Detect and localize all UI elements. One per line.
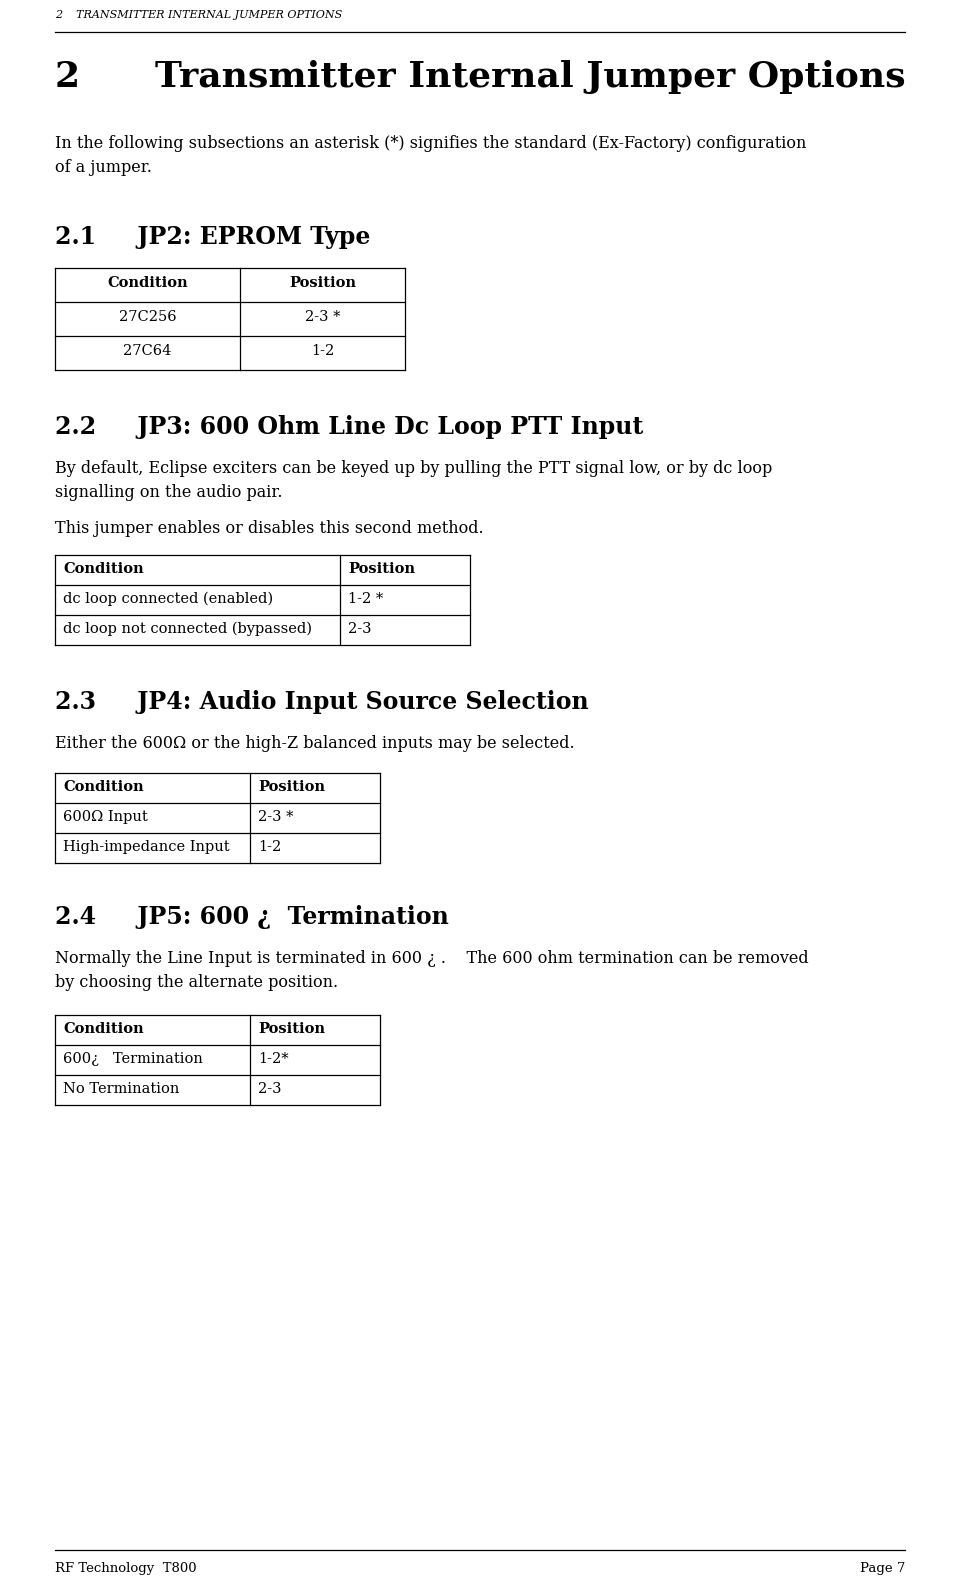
Text: No Termination: No Termination (63, 1082, 180, 1097)
Text: 2.3     JP4: Audio Input Source Selection: 2.3 JP4: Audio Input Source Selection (55, 690, 588, 714)
Text: 2-3: 2-3 (258, 1082, 281, 1097)
Text: Either the 600Ω or the high-Z balanced inputs may be selected.: Either the 600Ω or the high-Z balanced i… (55, 735, 575, 752)
Text: Position: Position (258, 781, 325, 795)
Text: Position: Position (289, 276, 356, 291)
Text: Transmitter Internal Jumper Options: Transmitter Internal Jumper Options (155, 60, 905, 93)
Text: 2-3 *: 2-3 * (304, 310, 340, 324)
Text: In the following subsections an asterisk (*) signifies the standard (Ex-Factory): In the following subsections an asterisk… (55, 134, 806, 175)
Text: 1-2: 1-2 (258, 841, 281, 855)
Text: 2.2     JP3: 600 Ohm Line Dc Loop PTT Input: 2.2 JP3: 600 Ohm Line Dc Loop PTT Input (55, 416, 643, 439)
Text: RF Technology  T800: RF Technology T800 (55, 1563, 197, 1575)
Text: 600Ω Input: 600Ω Input (63, 811, 148, 825)
Text: High-impedance Input: High-impedance Input (63, 841, 229, 855)
Text: This jumper enables or disables this second method.: This jumper enables or disables this sec… (55, 520, 484, 537)
Text: Condition: Condition (108, 276, 188, 291)
Text: Normally the Line Input is terminated in 600 ¿ .    The 600 ohm termination can : Normally the Line Input is terminated in… (55, 950, 808, 991)
Text: By default, Eclipse exciters can be keyed up by pulling the PTT signal low, or b: By default, Eclipse exciters can be keye… (55, 460, 772, 501)
Text: Page 7: Page 7 (859, 1563, 905, 1575)
Text: 2: 2 (55, 60, 80, 93)
Text: Position: Position (258, 1022, 325, 1036)
Text: 27C256: 27C256 (119, 310, 177, 324)
Text: 600¿   Termination: 600¿ Termination (63, 1052, 203, 1066)
Text: 1-2: 1-2 (311, 344, 334, 359)
Text: 2.1     JP2: EPROM Type: 2.1 JP2: EPROM Type (55, 224, 371, 250)
Text: 27C64: 27C64 (123, 344, 172, 359)
Text: Position: Position (348, 562, 415, 577)
Text: 1-2*: 1-2* (258, 1052, 289, 1066)
Text: Condition: Condition (63, 781, 144, 795)
Text: 2    TRANSMITTER INTERNAL JUMPER OPTIONS: 2 TRANSMITTER INTERNAL JUMPER OPTIONS (55, 9, 343, 21)
Text: 2-3 *: 2-3 * (258, 811, 294, 825)
Text: 2-3: 2-3 (348, 623, 372, 637)
Text: Condition: Condition (63, 1022, 144, 1036)
Text: 1-2 *: 1-2 * (348, 592, 383, 607)
Text: 2.4     JP5: 600 ¿  Termination: 2.4 JP5: 600 ¿ Termination (55, 905, 448, 929)
Text: Condition: Condition (63, 562, 144, 577)
Text: dc loop not connected (bypassed): dc loop not connected (bypassed) (63, 623, 312, 637)
Text: dc loop connected (enabled): dc loop connected (enabled) (63, 592, 274, 607)
